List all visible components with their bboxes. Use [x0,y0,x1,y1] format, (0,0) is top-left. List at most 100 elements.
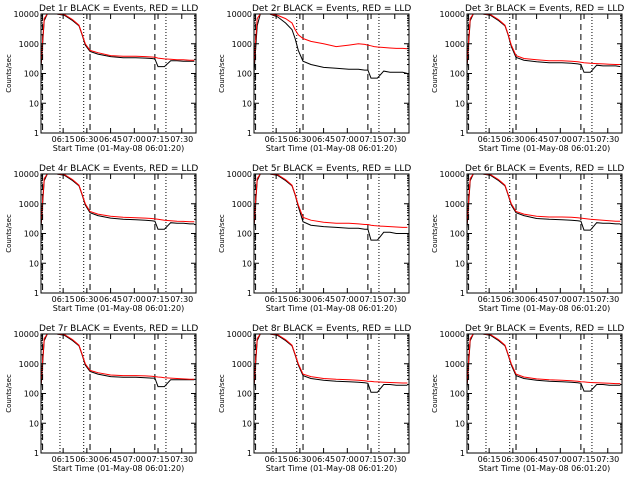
plot-frame [40,13,197,134]
detector-panel: Det 9r BLACK = Events, RED = LLD 1 10 100 10… [431,324,624,473]
x-tick-label: 07:15 [147,295,170,304]
y-tick-label: 1000 [445,200,465,209]
y-axis-label: Counts/sec [5,54,13,93]
y-tick-label: 10000 [440,170,465,179]
x-tick-label: 06:30 [75,135,98,144]
y-tick-label: 1000 [232,200,252,209]
x-tick-label: 06:15 [52,135,75,144]
y-tick-label: 100 [450,230,465,239]
plot-frame [253,173,410,294]
y-tick-label: 1000 [19,200,39,209]
y-tick-label: 1 [247,129,252,138]
x-tick-label: 07:00 [549,455,572,464]
y-tick-label: 100 [237,230,252,239]
y-tick-label: 10 [455,259,465,268]
y-tick-label: 100 [24,390,39,399]
y-tick-label: 1 [460,129,465,138]
y-tick-label: 10 [242,419,252,428]
y-tick-label: 100 [24,70,39,79]
x-tick-label: 07:00 [123,455,146,464]
x-tick-label: 07:30 [596,455,619,464]
x-tick-label: 06:30 [501,135,524,144]
y-tick-label: 10000 [440,330,465,339]
x-axis-label: Start Time (01-May-08 06:01:20) [479,144,610,153]
x-tick-label: 06:45 [525,135,548,144]
y-axis-label: Counts/sec [431,374,439,413]
y-axis-label: Counts/sec [218,374,226,413]
detector-panel: Det 8r BLACK = Events, RED = LLD 1 10 100 10… [218,324,411,473]
events-series-line [40,13,195,69]
y-tick-label: 10000 [14,10,39,19]
x-tick-label: 07:00 [336,455,359,464]
plot-frame [466,13,623,134]
detector-panel: Det 3r BLACK = Events, RED = LLD 1 10 100 10… [431,4,624,153]
y-tick-label: 100 [450,70,465,79]
panel-title: Det 3r BLACK = Events, RED = LLD [465,4,624,14]
detector-panel: Det 6r BLACK = Events, RED = LLD 1 10 100 10… [431,164,624,313]
x-tick-label: 07:15 [573,295,596,304]
x-tick-label: 06:30 [288,455,311,464]
plot-frame [253,333,410,454]
panel-title: Det 4r BLACK = Events, RED = LLD [39,164,198,174]
y-tick-label: 1000 [232,40,252,49]
x-tick-label: 07:30 [596,135,619,144]
plot-frame [40,173,197,294]
detector-panel: Det 1r BLACK = Events, RED = LLD 1 10 100 10… [5,4,198,153]
panel-title: Det 7r BLACK = Events, RED = LLD [39,324,198,334]
x-axis-label: Start Time (01-May-08 06:01:20) [479,304,610,313]
y-tick-label: 1000 [445,360,465,369]
y-tick-label: 1 [247,289,252,298]
y-axis-label: Counts/sec [218,54,226,93]
x-tick-label: 06:45 [99,455,122,464]
x-tick-label: 06:45 [99,135,122,144]
x-tick-label: 07:15 [147,135,170,144]
x-tick-label: 06:15 [265,455,288,464]
y-tick-label: 10000 [227,330,252,339]
detector-panel: Det 2r BLACK = Events, RED = LLD 1 10 100 10… [218,4,411,153]
x-tick-label: 06:15 [265,295,288,304]
y-tick-label: 10 [29,419,39,428]
x-tick-label: 06:45 [99,295,122,304]
x-tick-label: 07:15 [147,455,170,464]
y-tick-label: 1000 [19,40,39,49]
x-axis-label: Start Time (01-May-08 06:01:20) [266,304,397,313]
y-axis-label: Counts/sec [431,214,439,253]
y-tick-label: 10000 [14,330,39,339]
y-tick-label: 1 [460,449,465,458]
lld-series-line [466,13,621,65]
y-tick-label: 100 [24,230,39,239]
y-tick-label: 1000 [19,360,39,369]
events-series-line [253,13,408,79]
x-axis-label: Start Time (01-May-08 06:01:20) [53,464,184,473]
x-tick-label: 06:30 [501,455,524,464]
x-tick-label: 07:00 [336,295,359,304]
y-tick-label: 1 [247,449,252,458]
x-tick-label: 06:30 [288,135,311,144]
x-tick-label: 06:15 [52,295,75,304]
events-series-line [466,173,621,231]
x-axis-label: Start Time (01-May-08 06:01:20) [266,144,397,153]
y-axis-label: Counts/sec [5,374,13,413]
y-tick-label: 10 [29,259,39,268]
x-tick-label: 07:00 [549,295,572,304]
x-tick-label: 06:15 [52,455,75,464]
events-series-line [40,333,195,389]
lld-series-line [40,173,195,225]
x-tick-label: 07:15 [360,295,383,304]
detector-panel: Det 7r BLACK = Events, RED = LLD 1 10 100 10… [5,324,198,473]
x-tick-label: 06:45 [312,135,335,144]
lld-series-line [466,173,621,225]
x-axis-label: Start Time (01-May-08 06:01:20) [479,464,610,473]
x-tick-label: 06:15 [478,455,501,464]
x-tick-label: 07:30 [170,135,193,144]
y-tick-label: 10 [242,259,252,268]
y-axis-label: Counts/sec [431,54,439,93]
x-tick-label: 07:30 [596,295,619,304]
x-tick-label: 06:45 [312,295,335,304]
x-tick-label: 07:30 [170,295,193,304]
x-tick-label: 06:30 [75,455,98,464]
y-axis-label: Counts/sec [5,214,13,253]
lld-series-line [253,13,408,65]
y-tick-label: 10 [455,99,465,108]
y-tick-label: 100 [450,390,465,399]
